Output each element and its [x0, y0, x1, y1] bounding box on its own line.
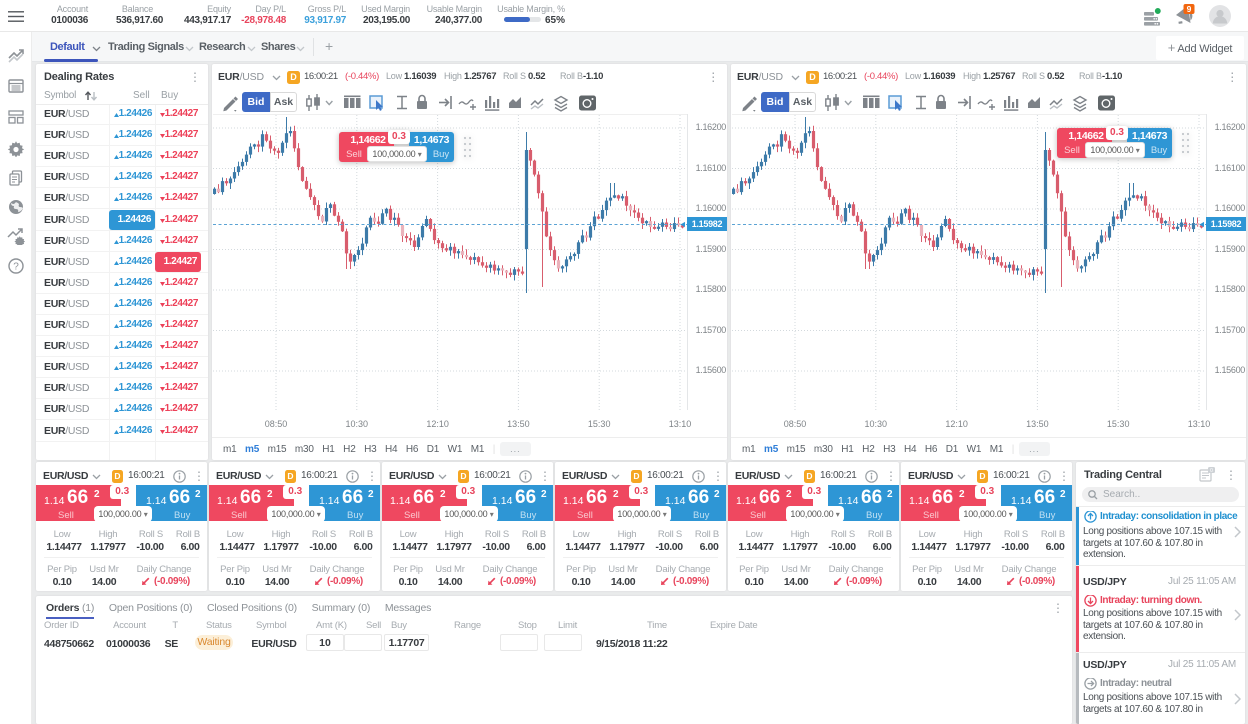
- svg-text:9: 9: [1187, 4, 1192, 14]
- svg-text:?: ?: [13, 262, 19, 273]
- svg-text:0: 0: [1210, 468, 1213, 474]
